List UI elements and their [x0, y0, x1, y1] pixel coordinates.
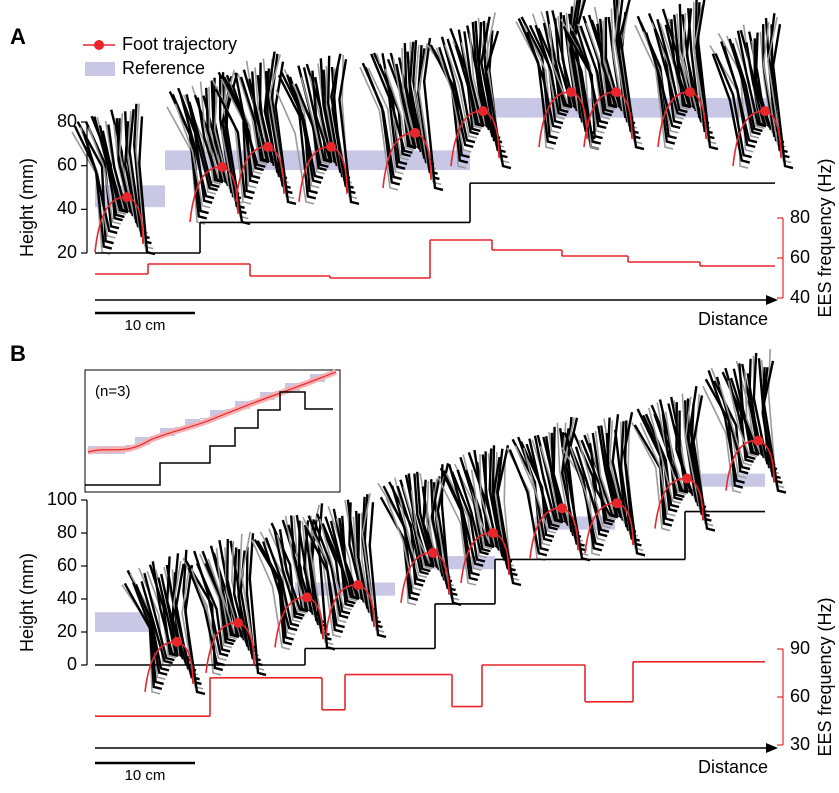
y2-tick-label: 60 — [790, 686, 810, 706]
stick-figure — [694, 395, 715, 530]
foot-peak — [682, 474, 692, 484]
foot-peak — [326, 142, 336, 152]
y-tick-label: 20 — [57, 621, 77, 641]
y-tick-label: 20 — [57, 242, 77, 262]
foot-peak — [263, 142, 273, 152]
foot-peak — [233, 618, 243, 628]
scale-bar-label: 10 cm — [125, 767, 166, 784]
y2-axis-label: EES frequency (Hz) — [815, 158, 835, 317]
stick-figure — [624, 412, 645, 555]
foot-peak — [172, 637, 182, 647]
inset-label: (n=3) — [95, 383, 130, 400]
foot-peak — [557, 503, 567, 513]
y-tick-label: 60 — [57, 555, 77, 575]
legend-label: Reference — [122, 58, 205, 78]
y2-axis-label: EES frequency (Hz) — [815, 597, 835, 756]
y-tick-label: 40 — [57, 588, 77, 608]
foot-peak — [122, 192, 132, 202]
x-axis-label: Distance — [698, 309, 768, 329]
y-tick-label: 100 — [47, 489, 77, 509]
foot-peak — [753, 436, 763, 446]
y2-tick-label: 90 — [790, 638, 810, 658]
foot-peak — [217, 162, 227, 172]
y2-tick-label: 40 — [790, 287, 810, 307]
x-axis-label: Distance — [698, 757, 768, 777]
y-axis-label: Height (mm) — [17, 553, 37, 652]
foot-peak — [353, 580, 363, 590]
figure: A20406080Height (mm)406080EES frequency … — [0, 0, 839, 793]
stick-figure — [415, 45, 436, 169]
reference-band — [695, 474, 765, 487]
stick-figure — [686, 397, 708, 512]
foot-peak — [302, 592, 312, 602]
foot-peak — [566, 87, 576, 97]
scale-bar-label: 10 cm — [125, 317, 166, 334]
stick-figure — [339, 59, 359, 204]
y-axis-label: Height (mm) — [17, 158, 37, 257]
foot-peak — [428, 548, 438, 558]
arrow-head — [766, 295, 778, 305]
legend-label: Foot trajectory — [122, 34, 237, 54]
stick-figure — [773, 24, 793, 168]
y2-tick-label: 80 — [790, 207, 810, 227]
foot-peak — [612, 498, 622, 508]
y-tick-label: 0 — [67, 654, 77, 674]
y-tick-label: 80 — [57, 111, 77, 131]
panel-letter: B — [10, 341, 26, 366]
foot-peak — [488, 528, 498, 538]
inset: (n=3) — [85, 370, 340, 492]
y-tick-label: 80 — [57, 522, 77, 542]
foot-peak — [478, 106, 488, 116]
y2-tick-label: 60 — [790, 247, 810, 267]
stick-figure — [698, 0, 718, 149]
arrow-head — [766, 743, 778, 753]
y2-tick-label: 30 — [790, 734, 810, 754]
foot-peak — [410, 128, 420, 138]
y-tick-label: 40 — [57, 198, 77, 218]
panel: A20406080Height (mm)406080EES frequency … — [10, 0, 835, 334]
y-tick-label: 60 — [57, 154, 77, 174]
foot-peak — [611, 87, 621, 97]
legend-swatch — [85, 62, 115, 76]
panel-letter: A — [10, 24, 26, 49]
stick-figure — [481, 17, 505, 152]
foot-peak — [760, 106, 770, 116]
foot-peak — [685, 87, 695, 97]
legend-dot — [94, 40, 104, 50]
